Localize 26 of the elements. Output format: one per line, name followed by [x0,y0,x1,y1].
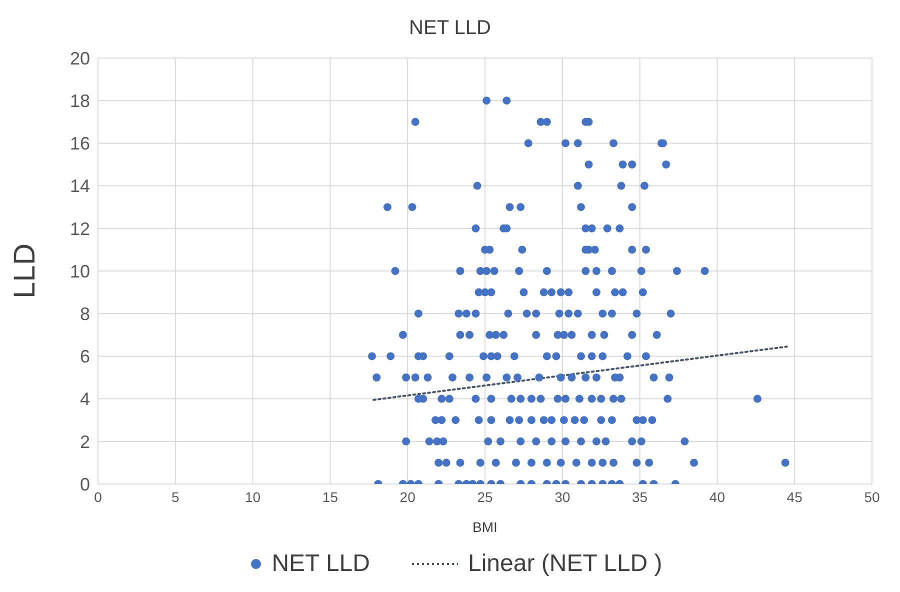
y-tick-label: 2 [80,432,90,452]
legend-label: NET LLD [272,550,370,578]
x-tick-label: 50 [864,488,880,505]
x-tick-label: 10 [245,488,261,505]
y-tick-label: 6 [80,346,90,367]
x-tick-label: 20 [400,488,416,505]
y-tick-label: 18 [70,90,90,111]
x-tick-label: 15 [322,488,338,505]
x-tick-label: 5 [172,488,180,505]
y-tick-label: 10 [70,261,90,282]
x-tick-label: 45 [786,488,803,505]
y-tick-label: 4 [80,389,90,410]
legend-label: Linear (NET LLD ) [468,550,662,578]
x-tick-label: 40 [709,488,726,505]
y-axis-title: LLD [8,243,42,299]
y-tick-label: 20 [70,48,90,68]
y-tick-label: 16 [70,134,90,154]
x-axis-title: BMI [472,519,498,535]
x-tick-label: 30 [554,488,570,505]
x-tick-label: 25 [477,488,493,505]
y-tick-label: 8 [80,304,90,324]
y-tick-label: 14 [70,176,90,196]
x-tick-label: 0 [94,488,102,505]
y-tick-label: 12 [70,218,90,239]
chart-title: NET LLD [408,16,492,41]
x-tick-label: 35 [632,488,648,505]
